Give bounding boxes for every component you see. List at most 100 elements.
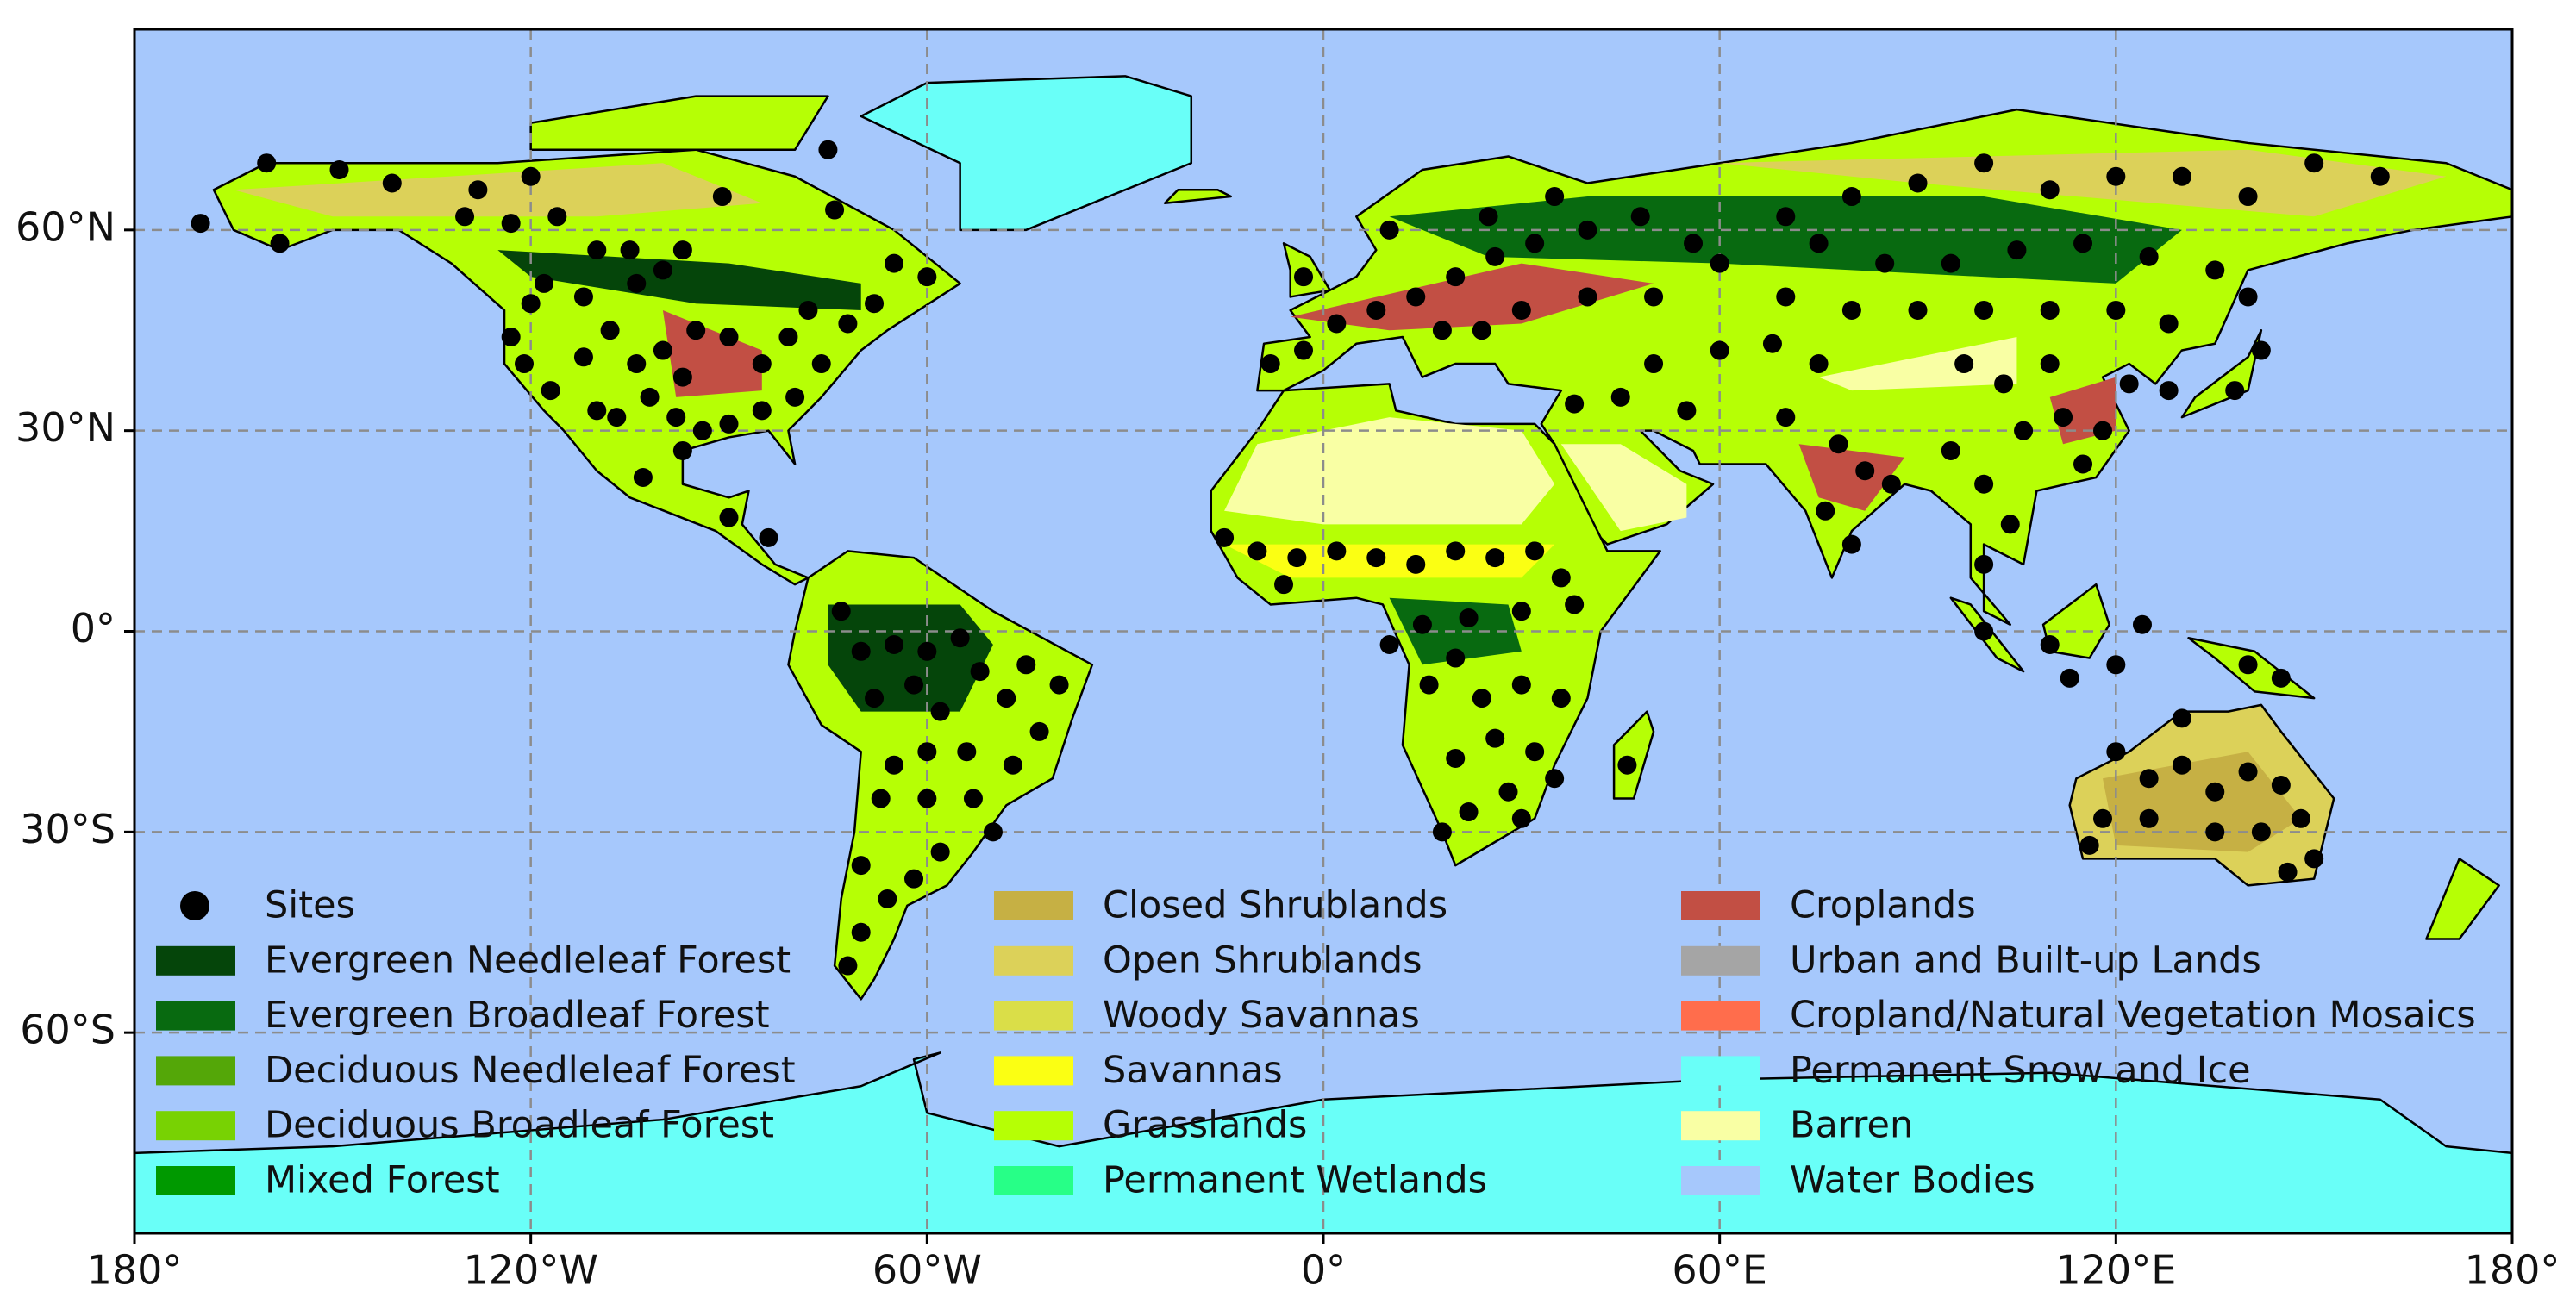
site-marker — [587, 401, 607, 421]
site-marker — [1974, 153, 1994, 173]
legend-label: Cropland/Natural Vegetation Mosaics — [1790, 994, 2476, 1037]
site-marker — [1498, 782, 1518, 802]
site-marker — [633, 467, 653, 487]
site-marker — [1551, 689, 1571, 708]
site-marker — [1459, 608, 1479, 627]
site-marker — [2251, 340, 2271, 360]
site-marker — [653, 340, 672, 360]
site-marker — [851, 922, 871, 942]
site-marker — [878, 889, 897, 908]
site-marker — [2054, 408, 2073, 427]
site-marker — [2172, 755, 2191, 775]
site-marker — [620, 240, 640, 260]
site-marker — [1327, 314, 1347, 334]
site-marker — [1287, 548, 1307, 568]
x-tick-label: 60°E — [1672, 1247, 1767, 1294]
legend-label: Savannas — [1103, 1049, 1283, 1092]
site-marker — [1049, 675, 1069, 695]
site-marker — [257, 153, 277, 173]
legend-label: Water Bodies — [1790, 1159, 2035, 1202]
site-marker — [2106, 742, 2126, 762]
site-marker — [191, 214, 210, 234]
site-marker — [2040, 635, 2060, 655]
site-marker — [2251, 822, 2271, 842]
legend-label: Evergreen Broadleaf Forest — [265, 994, 770, 1037]
site-marker — [2159, 314, 2179, 334]
site-marker — [1003, 755, 1022, 775]
site-marker — [1974, 474, 1994, 494]
site-marker — [2304, 153, 2324, 173]
site-marker — [1511, 808, 1531, 828]
site-marker — [270, 234, 290, 253]
site-marker — [904, 869, 924, 889]
site-marker — [1841, 534, 1861, 554]
site-marker — [2040, 354, 2060, 374]
site-marker — [712, 187, 732, 207]
site-marker — [2139, 769, 2159, 789]
site-marker — [1294, 340, 1314, 360]
site-marker — [818, 140, 838, 159]
x-tick-label: 180° — [2465, 1247, 2560, 1294]
site-marker — [798, 300, 818, 320]
site-marker — [759, 527, 778, 547]
site-marker — [686, 321, 706, 340]
site-marker — [838, 956, 858, 976]
site-marker — [957, 742, 977, 762]
site-marker — [1974, 554, 1994, 574]
site-marker — [1472, 689, 1491, 708]
site-marker — [2238, 655, 2258, 675]
site-marker — [1247, 541, 1267, 561]
site-marker — [2205, 260, 2225, 280]
site-marker — [1511, 675, 1531, 695]
site-marker — [501, 328, 521, 347]
site-marker — [2093, 808, 2113, 828]
y-tick-label: 0° — [71, 605, 116, 652]
site-marker — [1366, 300, 1386, 320]
site-marker — [653, 260, 672, 280]
site-marker — [1809, 354, 1829, 374]
legend-swatch — [1681, 891, 1760, 920]
site-marker — [1829, 434, 1848, 454]
site-marker — [1366, 548, 1386, 568]
site-marker — [1908, 300, 1928, 320]
site-marker — [1994, 374, 2014, 394]
legend-swatch — [156, 1056, 235, 1086]
site-marker — [1578, 220, 1597, 240]
site-marker — [1406, 554, 1426, 574]
land-cover-patches — [233, 149, 2447, 852]
legend-label: Evergreen Needleleaf Forest — [265, 939, 791, 982]
site-marker — [2238, 287, 2258, 307]
site-marker — [1379, 635, 1399, 655]
site-marker — [515, 354, 535, 374]
legend-swatch — [994, 1001, 1073, 1031]
site-marker — [329, 159, 349, 179]
legend-label: Deciduous Broadleaf Forest — [265, 1104, 774, 1147]
legend-label: Open Shrublands — [1103, 939, 1422, 982]
legend-label: Permanent Wetlands — [1103, 1159, 1487, 1202]
site-marker — [1545, 187, 1565, 207]
site-marker — [1294, 267, 1314, 287]
site-marker — [825, 200, 845, 220]
x-tick-label: 60°W — [872, 1247, 982, 1294]
site-marker — [970, 662, 990, 682]
site-marker — [752, 354, 772, 374]
site-marker — [1762, 334, 1782, 353]
site-marker — [1485, 728, 1505, 748]
site-marker — [1710, 340, 1729, 360]
site-marker — [2205, 822, 2225, 842]
site-marker — [627, 354, 647, 374]
site-marker — [917, 742, 937, 762]
site-marker — [1551, 568, 1571, 588]
y-tick-label: 60°S — [20, 1007, 116, 1053]
site-marker — [1472, 321, 1491, 340]
site-marker — [1578, 287, 1597, 307]
site-marker — [1776, 408, 1796, 427]
legend-label: Permanent Snow and Ice — [1790, 1049, 2251, 1092]
site-marker — [627, 273, 647, 293]
legend-swatch — [994, 945, 1073, 976]
site-marker — [1525, 234, 1545, 253]
legend-swatch — [1681, 1111, 1760, 1141]
site-marker — [2370, 166, 2390, 186]
site-marker — [2106, 300, 2126, 320]
site-marker — [2073, 234, 2093, 253]
